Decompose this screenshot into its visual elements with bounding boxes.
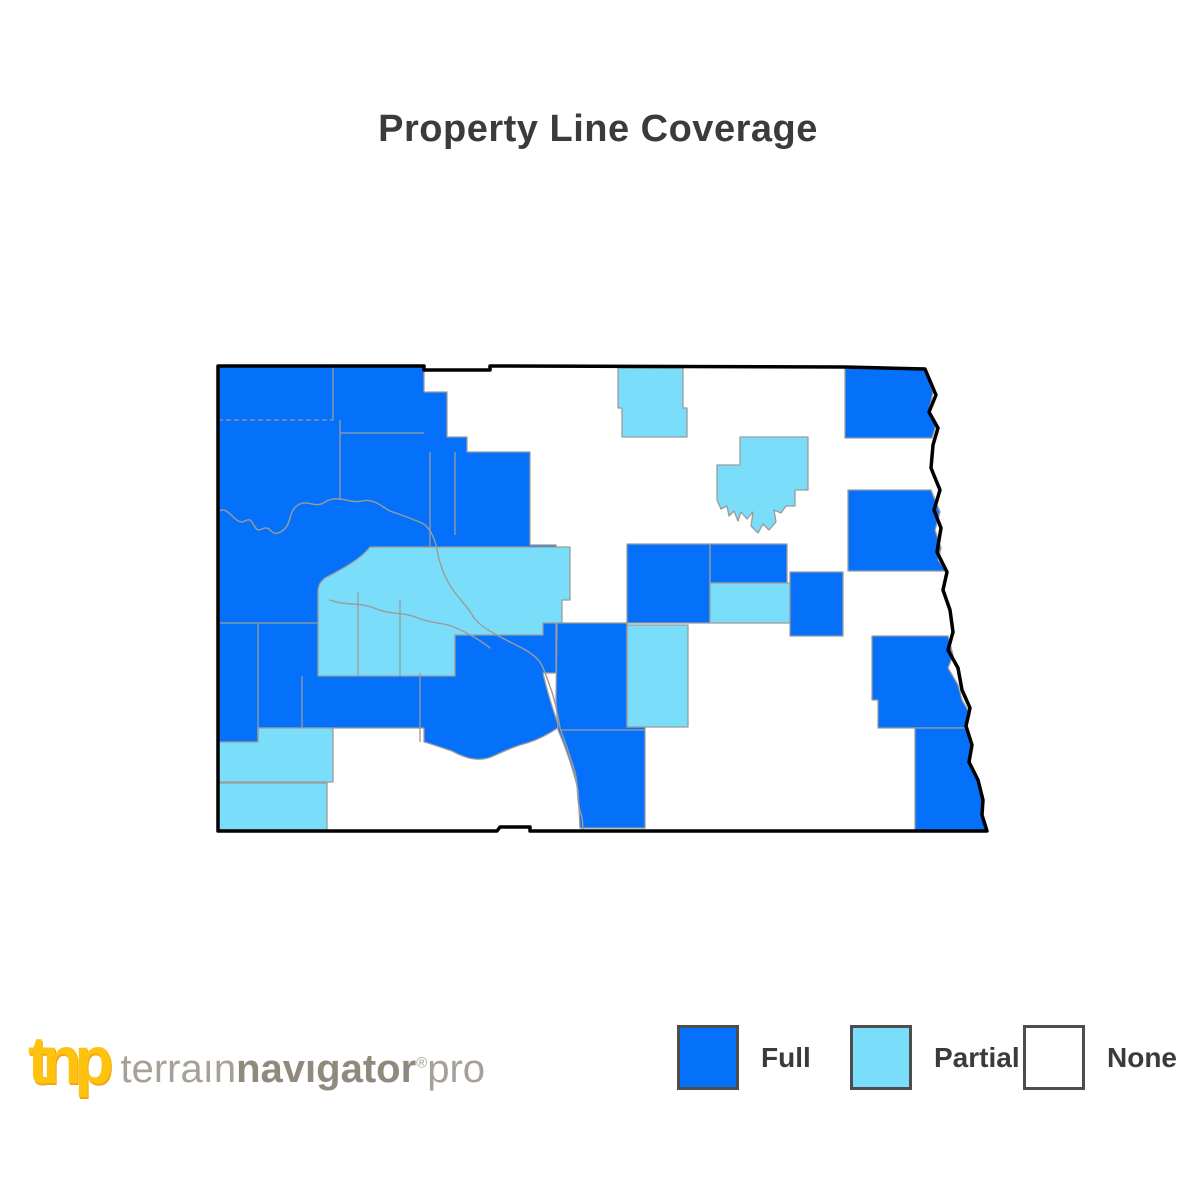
legend-swatch-none xyxy=(1023,1025,1085,1090)
legend-label-full: Full xyxy=(761,1041,811,1073)
county-steele xyxy=(789,571,844,637)
legend-label-partial: Partial xyxy=(934,1041,1020,1073)
county-foster xyxy=(709,582,791,624)
legend-item-full: Full xyxy=(677,1025,811,1090)
legend-swatch-full xyxy=(677,1025,739,1090)
county-eddy xyxy=(709,543,788,584)
terrain-navigator-pro-logo: tnp terraınnavıgator®pro xyxy=(28,1022,486,1098)
tnp-logo-mark: tnp xyxy=(28,1022,113,1098)
county-kidder xyxy=(626,624,689,728)
legend-swatch-partial xyxy=(850,1025,912,1090)
legend-item-partial: Partial xyxy=(850,1025,1020,1090)
county-wells xyxy=(626,543,711,624)
legend-item-none: None xyxy=(1023,1025,1177,1090)
legend-label-none: None xyxy=(1107,1041,1177,1073)
county-cass xyxy=(871,635,971,729)
page-title: Property Line Coverage xyxy=(378,108,818,150)
county-region-west-central-partial xyxy=(317,546,571,677)
logo-wordmark: terraınnavıgator®pro xyxy=(120,1047,486,1091)
county-grand-forks xyxy=(847,489,948,572)
county-towner xyxy=(617,367,688,438)
state-border xyxy=(216,364,989,833)
county-pembina xyxy=(844,367,937,439)
county-bowman xyxy=(217,782,328,831)
county-ramsey xyxy=(716,436,809,534)
river-lines xyxy=(217,498,584,832)
